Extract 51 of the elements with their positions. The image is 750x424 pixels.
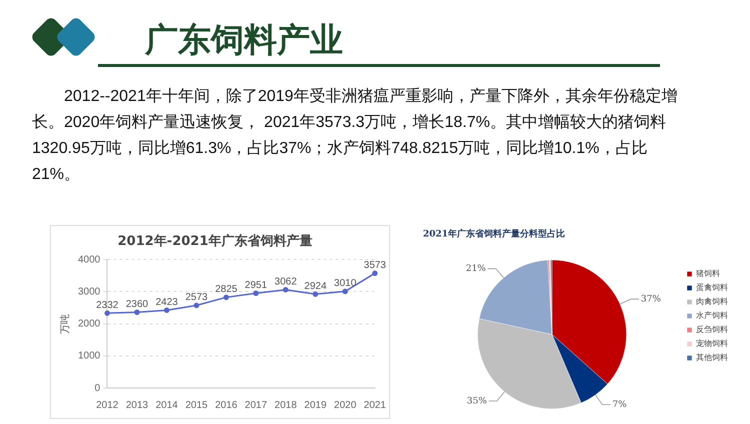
x-tick-label: 2012 <box>96 400 119 411</box>
legend-label: 水产饲料 <box>696 311 728 320</box>
point <box>253 290 259 296</box>
x-tick-label: 2019 <box>304 400 327 411</box>
y-tick-label: 1000 <box>78 350 101 362</box>
y-tick-label: 3000 <box>78 286 101 298</box>
x-tick-label: 2018 <box>274 400 298 411</box>
text: 2012--2021年十年间，除了2019年受非洲猪瘟严重影响，产量下降外，其余年份稳定增长。2020年饲料产量迅速恢复， 2021年3573.3万吨，增长18.7%。其中增幅较大的猪饲料1320.95万吨，同比增61.3%，占比37%；水产饲料748.8215万吨，同比增10.1%，占比21%。 <box>32 86 678 185</box>
point <box>312 291 318 297</box>
data-label: 2573 <box>185 292 208 304</box>
point <box>342 288 348 294</box>
y-axis-title: 万吨 <box>58 314 71 334</box>
point <box>104 310 110 316</box>
data-label: 2951 <box>244 280 268 292</box>
chart-title: 2012年-2021年广东省饲料产量 <box>118 233 312 250</box>
point <box>372 270 378 276</box>
data-label: 3010 <box>334 278 357 290</box>
point <box>282 286 288 292</box>
x-tick-label: 2013 <box>126 400 149 411</box>
legend-label: 宠物饲料 <box>696 339 728 348</box>
point <box>223 294 229 300</box>
text: 广东饲料产业 <box>145 19 343 61</box>
data-label: 21% <box>466 264 486 274</box>
legend-label: 肉禽饲料 <box>696 297 728 306</box>
legend-label: 其他饲料 <box>696 353 728 362</box>
data-label: 2360 <box>126 298 149 310</box>
data-label: 37% <box>640 294 662 304</box>
point <box>134 309 140 315</box>
data-label: 35% <box>466 396 488 406</box>
y-tick-label: 2000 <box>78 318 101 330</box>
x-tick-label: 2014 <box>156 400 178 411</box>
point <box>164 307 170 313</box>
data-label: 2825 <box>215 284 238 296</box>
x-tick-label: 2016 <box>215 400 238 411</box>
x-tick-label: 2020 <box>334 400 357 411</box>
legend-label: 反刍饲料 <box>696 325 728 334</box>
data-label: 3062 <box>274 276 298 288</box>
data-label: 7% <box>612 400 628 410</box>
data-label: 2924 <box>304 280 327 292</box>
legend-label: 蛋禽饲料 <box>696 283 728 292</box>
data-label: 2332 <box>96 300 119 311</box>
legend-label: 猪饲料 <box>696 269 720 278</box>
chart-title: 2021年广东省饲料产量分料型占比 <box>423 228 566 240</box>
y-tick-label: 4000 <box>78 254 101 266</box>
x-tick-label: 2017 <box>244 400 268 411</box>
point <box>194 302 200 308</box>
data-label: 3573 <box>364 260 386 272</box>
y-tick-label: 0 <box>94 382 101 394</box>
data-label: 2423 <box>156 296 178 308</box>
x-tick-label: 2015 <box>185 400 208 411</box>
x-tick-label: 2021 <box>364 400 386 411</box>
